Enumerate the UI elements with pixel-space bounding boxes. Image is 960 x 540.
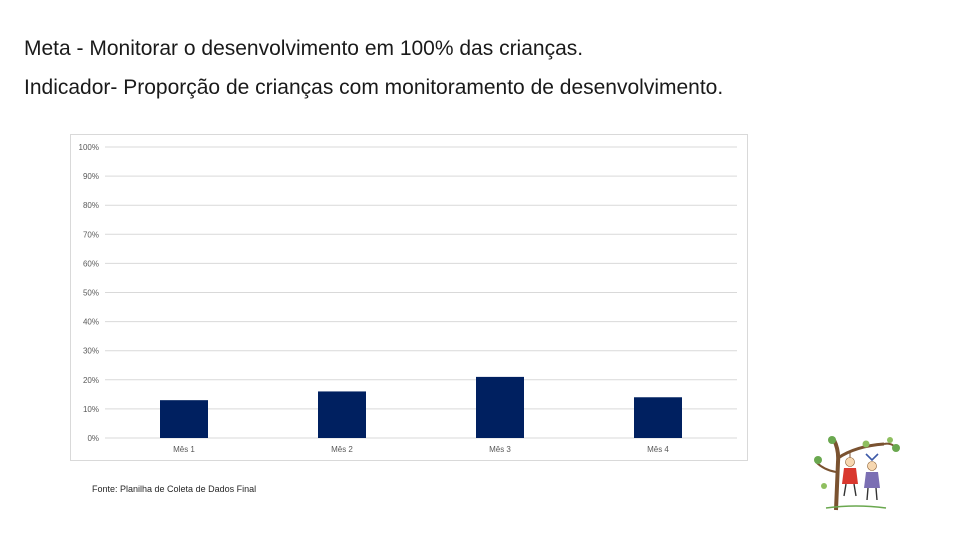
bars [160,376,682,438]
goal-title: Meta - Monitorar o desenvolvimento em 10… [24,37,584,60]
y-tick-label: 0% [87,434,99,443]
y-tick-label: 30% [83,347,99,356]
y-tick-label: 70% [83,230,99,239]
y-tick-label: 50% [83,289,99,298]
y-tick-label: 20% [83,376,99,385]
y-tick-label: 80% [83,201,99,210]
y-tick-label: 60% [83,259,99,268]
indicator-title: Indicador- Proporção de crianças com mon… [24,76,724,99]
x-tick-label: Mês 4 [647,445,669,454]
y-axis-labels: 0% 10% 20% 30% 40% 50% 60% 70% 80% 90% 100% [79,143,99,443]
y-tick-label: 40% [83,318,99,327]
bar-2 [318,391,366,438]
gridlines [105,146,737,439]
bar-1 [160,400,208,438]
bar-3 [476,376,524,438]
x-tick-label: Mês 1 [173,445,195,454]
x-tick-label: Mês 3 [489,445,511,454]
y-tick-label: 100% [79,143,99,152]
x-axis-labels: Mês 1 Mês 2 Mês 3 Mês 4 [173,445,669,454]
children-tree-illustration [814,436,900,511]
y-tick-label: 10% [83,405,99,414]
bar-4 [634,397,682,438]
x-tick-label: Mês 2 [331,445,353,454]
y-tick-label: 90% [83,172,99,181]
source-note: Fonte: Planilha de Coleta de Dados Final [92,484,257,494]
